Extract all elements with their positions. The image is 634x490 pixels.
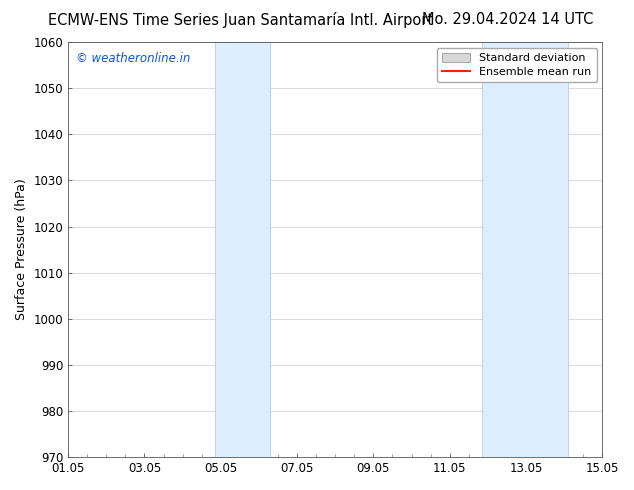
Legend: Standard deviation, Ensemble mean run: Standard deviation, Ensemble mean run [437, 48, 597, 82]
Text: © weatheronline.in: © weatheronline.in [76, 52, 191, 66]
Text: Mo. 29.04.2024 14 UTC: Mo. 29.04.2024 14 UTC [422, 12, 593, 27]
Bar [482, 42, 568, 457]
Y-axis label: Surface Pressure (hPa): Surface Pressure (hPa) [15, 179, 28, 320]
Text: ECMW-ENS Time Series Juan Santamaría Intl. Airport: ECMW-ENS Time Series Juan Santamaría Int… [48, 12, 434, 28]
Bar [215, 42, 270, 457]
